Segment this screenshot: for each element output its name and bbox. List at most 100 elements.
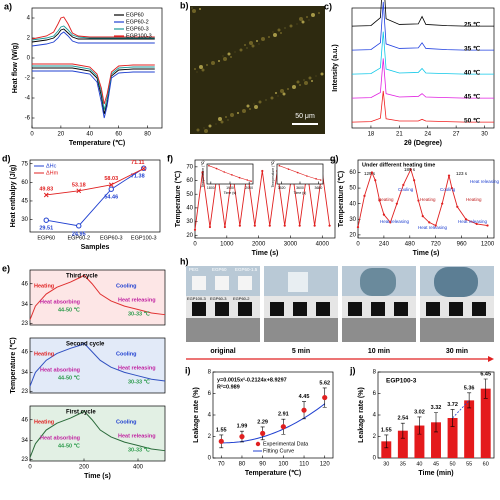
- point: [447, 174, 451, 177]
- y-tick-label: 30: [21, 217, 28, 223]
- speck: [196, 71, 198, 73]
- xrd-pattern: [351, 58, 494, 99]
- x-tick-label: 2000: [252, 242, 266, 248]
- y-tick-label: 46: [21, 417, 28, 423]
- point: [450, 186, 454, 190]
- sample-tile-dark: [348, 302, 362, 316]
- y-tick-label: 4: [373, 413, 377, 419]
- annotation: 30-33 ℃: [128, 446, 151, 453]
- panel-label: e): [2, 263, 10, 273]
- speck: [251, 44, 255, 48]
- speck: [315, 75, 317, 77]
- speck: [201, 68, 205, 72]
- annotation: Heat releasing: [458, 219, 488, 224]
- annotation: 30-33 ℃: [128, 310, 151, 317]
- y-tick-label: 30: [186, 219, 193, 225]
- annotation: Heating: [378, 197, 394, 202]
- y-tick-label: 46: [21, 281, 28, 287]
- point: [328, 224, 331, 227]
- value-label: 49.83: [39, 186, 53, 192]
- speck: [256, 40, 258, 42]
- sample-tile-dark: [472, 302, 486, 316]
- y-tick-label: 50: [186, 192, 193, 198]
- panel-label: j): [349, 365, 356, 375]
- x-tick-label: 100: [278, 462, 289, 468]
- panel-label: h): [180, 256, 189, 266]
- speck: [303, 79, 305, 81]
- legend-label: EGP60: [126, 12, 144, 18]
- speck: [218, 60, 220, 62]
- x-tick-label: 45: [433, 461, 439, 467]
- inset-point: [246, 179, 249, 181]
- error-bar: [434, 412, 438, 433]
- sample-tile-dark: [394, 302, 408, 316]
- point: [417, 199, 420, 202]
- speck: [299, 17, 303, 21]
- leak-stain: [288, 272, 308, 292]
- leakage-photos: [186, 266, 494, 362]
- legend-label: EGP60-3: [126, 26, 149, 32]
- y-tick-label: 8: [373, 370, 377, 376]
- time-arrow-head: [488, 356, 494, 362]
- legend-label: Experimental Data: [263, 441, 309, 447]
- x-tick-label: EGP60-2: [67, 235, 90, 241]
- x-axis-label: Temperature (℃): [245, 469, 301, 477]
- y-tick-label: 0: [27, 56, 31, 62]
- value-label: 71.11: [131, 160, 144, 166]
- speck: [311, 80, 313, 82]
- y-tick-label: 45: [21, 199, 28, 205]
- speck: [280, 89, 284, 93]
- point: [253, 224, 256, 227]
- y-tick-label: 30: [349, 217, 356, 223]
- speck: [194, 68, 196, 70]
- speck: [218, 117, 222, 121]
- sample-tile-dark: [426, 302, 440, 316]
- y-tick-label: 50: [349, 186, 356, 192]
- y-axis-label: Heat enthalpy (J/g): [10, 165, 17, 228]
- speck: [277, 95, 279, 97]
- x-tick-label: 80: [144, 132, 151, 138]
- trend-dash: [452, 400, 470, 419]
- point: [378, 199, 381, 202]
- speck: [242, 109, 246, 113]
- speck: [270, 96, 274, 100]
- point: [413, 179, 416, 182]
- point: [238, 224, 241, 227]
- point: [76, 223, 82, 229]
- speck: [304, 81, 308, 85]
- series-label: 40 ℃: [464, 69, 481, 77]
- point: [141, 166, 147, 171]
- point: [322, 394, 328, 401]
- point: [464, 218, 468, 221]
- series-label: 45 ℃: [464, 93, 481, 101]
- annotation: Cooling: [116, 351, 136, 357]
- inset-point: [250, 180, 252, 182]
- x-tick-label: 80: [239, 462, 246, 468]
- point: [239, 434, 245, 440]
- fit-equation: y=0.0015x²-0.2124x+8.9297: [217, 376, 287, 383]
- point: [402, 183, 405, 187]
- value-label: 2.29: [257, 419, 268, 425]
- plot-background: [30, 338, 165, 393]
- error-bar: [384, 434, 389, 449]
- annotation: Heat absorbing: [40, 299, 80, 305]
- speck: [253, 103, 255, 105]
- plot-frame: [29, 159, 161, 233]
- bar: [381, 441, 392, 458]
- y-tick-label: 60: [21, 180, 28, 186]
- x-tick-label: 35: [400, 461, 406, 467]
- speck: [192, 9, 196, 13]
- annotation: Heat absorbing: [40, 367, 80, 373]
- point: [201, 171, 204, 174]
- value-label: 29.51: [39, 226, 53, 232]
- x-tick-label: EGP100-3: [131, 235, 157, 241]
- sample-tile-dark: [238, 302, 252, 316]
- annotation: 44-50 ℃: [58, 306, 81, 313]
- bar: [464, 400, 475, 458]
- speck: [296, 80, 300, 84]
- leak-stain: [360, 268, 396, 296]
- x-tick-label: 18: [368, 132, 375, 138]
- speck: [211, 61, 215, 65]
- x-tick-label: 480: [405, 242, 416, 248]
- speck: [287, 88, 289, 90]
